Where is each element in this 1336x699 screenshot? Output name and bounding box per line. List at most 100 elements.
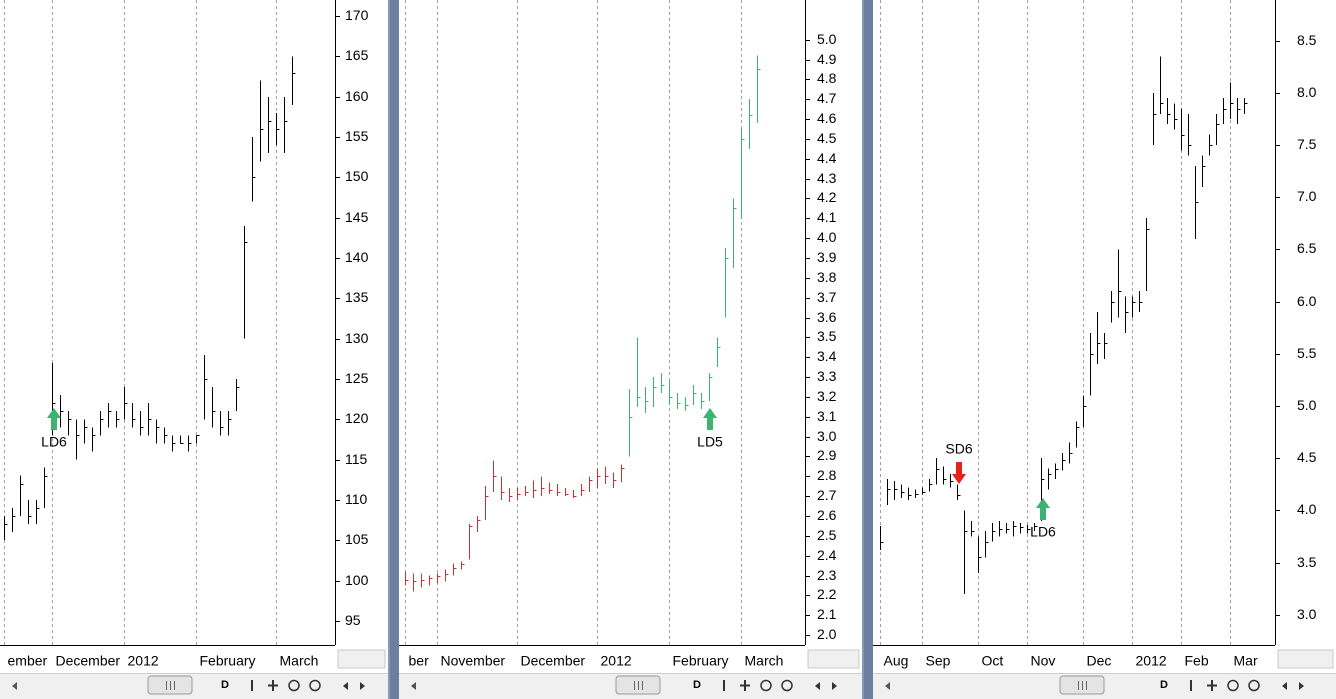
y-tick-label: 150 <box>345 168 369 184</box>
x-tick-label: ember <box>8 653 48 669</box>
y-tick-label: 4.5 <box>1297 449 1317 465</box>
y-tick-label: 5.5 <box>1297 345 1317 361</box>
y-tick-label: 2.3 <box>817 567 837 583</box>
y-tick-label: 6.5 <box>1297 240 1317 256</box>
x-tick-label: March <box>280 653 319 669</box>
y-tick-label: 125 <box>345 370 369 386</box>
signal-arrow <box>1036 498 1050 520</box>
x-tick-label: Nov <box>1031 653 1056 669</box>
y-tick-label: 160 <box>345 88 369 104</box>
y-tick-label: 4.5 <box>817 130 837 146</box>
scroll-back-button[interactable] <box>1282 682 1287 690</box>
y-tick-label: 3.0 <box>1297 606 1317 622</box>
x-tick-label: 2012 <box>601 653 632 669</box>
y-tick-label: 135 <box>345 289 369 305</box>
y-tick-label: 2.9 <box>817 447 837 463</box>
y-tick-label: 3.8 <box>817 269 837 285</box>
y-tick-label: 140 <box>345 249 369 265</box>
y-tick-label: 110 <box>345 491 368 507</box>
plot-area <box>0 0 335 645</box>
scroll-left-button[interactable] <box>411 682 416 690</box>
x-tick-label: December <box>521 653 586 669</box>
y-tick-label: 5.0 <box>1297 397 1317 413</box>
zoom-in-button[interactable] <box>309 679 321 692</box>
y-tick-label: 4.3 <box>817 170 837 186</box>
x-tick-label: Oct <box>982 653 1004 669</box>
y-tick-label: 4.8 <box>817 70 837 86</box>
x-tick-label: March <box>745 653 784 669</box>
scroll-back-button[interactable] <box>815 682 820 690</box>
x-tick-label: 2012 <box>1136 653 1167 669</box>
axis-corner-box <box>1277 649 1334 669</box>
x-tick-label: February <box>673 653 729 669</box>
axis-corner-box <box>337 649 386 669</box>
x-tick-label: Feb <box>1185 653 1209 669</box>
zoom-out-button[interactable] <box>1227 679 1239 692</box>
y-tick-label: 3.3 <box>817 368 837 384</box>
scroll-forward-button[interactable] <box>360 682 365 690</box>
y-tick-label: 165 <box>345 47 369 63</box>
y-tick-label: 2.2 <box>817 586 837 602</box>
plot-area <box>399 0 805 645</box>
zoom-in-button[interactable] <box>1248 679 1260 692</box>
scroll-back-button[interactable] <box>343 682 348 690</box>
y-tick-label: 5.0 <box>817 31 837 47</box>
y-tick-label: 130 <box>345 330 369 346</box>
y-tick-label: 4.7 <box>817 90 837 106</box>
y-tick-label: 4.9 <box>817 51 837 67</box>
y-tick-label: 4.2 <box>817 189 837 205</box>
y-tick-label: 7.5 <box>1297 136 1317 152</box>
y-tick-label: 2.1 <box>817 606 837 622</box>
y-tick-label: 3.2 <box>817 388 837 404</box>
y-tick-label: 3.6 <box>817 309 837 325</box>
y-tick-label: 120 <box>345 410 369 426</box>
y-tick-label: 7.0 <box>1297 188 1317 204</box>
y-tick-label: 4.6 <box>817 110 837 126</box>
y-tick-label: 2.5 <box>817 527 837 543</box>
y-tick-label: 2.0 <box>817 626 837 642</box>
y-tick-label: 8.0 <box>1297 84 1317 100</box>
signal-label: LD5 <box>697 434 723 450</box>
scroll-forward-button[interactable] <box>1299 682 1304 690</box>
signal-arrow <box>47 408 61 430</box>
y-tick-label: 155 <box>345 128 369 144</box>
zoom-out-button[interactable] <box>288 679 300 692</box>
x-tick-label: Sep <box>926 653 951 669</box>
x-tick-label: Aug <box>884 653 909 669</box>
x-tick-label: Dec <box>1087 653 1112 669</box>
zoom-out-button[interactable] <box>760 679 772 692</box>
scroll-left-button[interactable] <box>885 682 890 690</box>
y-tick-label: 100 <box>345 572 369 588</box>
signal-arrow <box>952 462 966 484</box>
zoom-in-button[interactable] <box>781 679 793 692</box>
toolbar-button[interactable]: D <box>221 679 229 691</box>
y-tick-label: 95 <box>345 612 361 628</box>
toolbar-button[interactable]: D <box>1160 679 1168 691</box>
y-tick-label: 3.7 <box>817 289 837 305</box>
x-tick-label: ber <box>409 653 430 669</box>
signal-label: SD6 <box>945 441 972 457</box>
scroll-left-button[interactable] <box>12 682 17 690</box>
y-tick-label: 3.5 <box>1297 554 1317 570</box>
y-tick-label: 3.5 <box>817 328 837 344</box>
y-tick-label: 3.9 <box>817 249 837 265</box>
scroll-forward-button[interactable] <box>832 682 837 690</box>
toolbar-button[interactable]: D <box>693 679 701 691</box>
toolbar <box>0 673 388 699</box>
signal-arrow <box>703 408 717 430</box>
x-tick-label: February <box>200 653 256 669</box>
panel-separator[interactable] <box>388 0 399 699</box>
x-tick-label: Mar <box>1234 653 1258 669</box>
y-tick-label: 3.4 <box>817 348 837 364</box>
y-tick-label: 4.4 <box>817 150 837 166</box>
y-tick-label: 2.6 <box>817 507 837 523</box>
y-tick-label: 4.0 <box>817 229 837 245</box>
signal-label: LD6 <box>1030 524 1056 540</box>
x-tick-label: December <box>56 653 121 669</box>
y-tick-label: 2.4 <box>817 547 837 563</box>
y-tick-label: 105 <box>345 531 369 547</box>
y-tick-label: 145 <box>345 209 369 225</box>
panel-separator[interactable] <box>862 0 873 699</box>
